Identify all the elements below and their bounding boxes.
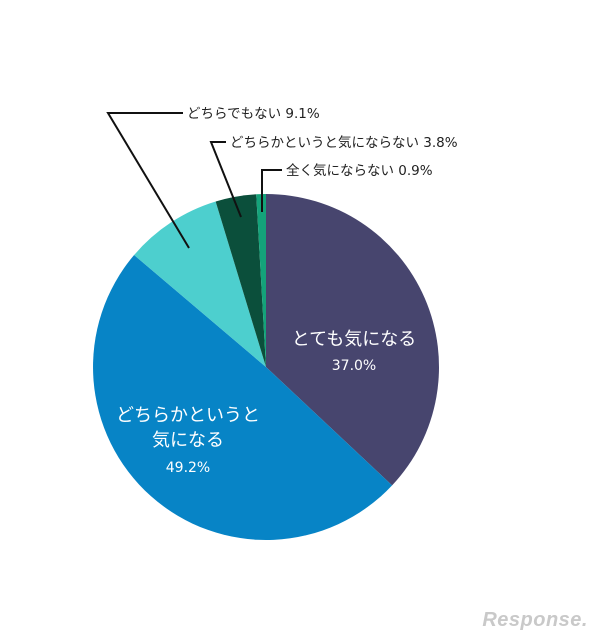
inside-labels: とても気になる 37.0% どちらかというと 気になる 49.2% [116, 329, 416, 476]
callout-label-slice2: どちらでもない 9.1% [187, 106, 320, 122]
callout-line-slice2 [106, 112, 190, 249]
slice-value-slice0: 37.0% [332, 358, 376, 374]
slices-layer [93, 194, 440, 540]
pie-slice-4 [256, 194, 266, 367]
callouts-layer: どちらでもない 9.1% どちらかというと気にならない 3.8% 全く気にならな… [106, 106, 458, 249]
pie-slice-0 [266, 194, 440, 486]
callout-line-slice4 [261, 169, 282, 212]
slice-label-slice0: とても気になる [292, 329, 417, 350]
slice-label-slice1-line2: 気になる [152, 430, 224, 451]
pie-slice-3 [215, 194, 266, 367]
slice-label-slice1-line1: どちらかというと [116, 405, 260, 426]
pie-slice-2 [134, 201, 266, 367]
callout-line-slice3 [209, 141, 242, 218]
slice-value-slice1: 49.2% [166, 460, 210, 476]
callout-label-slice4: 全く気にならない 0.9% [286, 162, 433, 179]
callout-label-slice3: どちらかというと気にならない 3.8% [230, 135, 458, 151]
pie-slice-1 [93, 255, 393, 540]
brand-watermark: Response. [482, 609, 588, 631]
